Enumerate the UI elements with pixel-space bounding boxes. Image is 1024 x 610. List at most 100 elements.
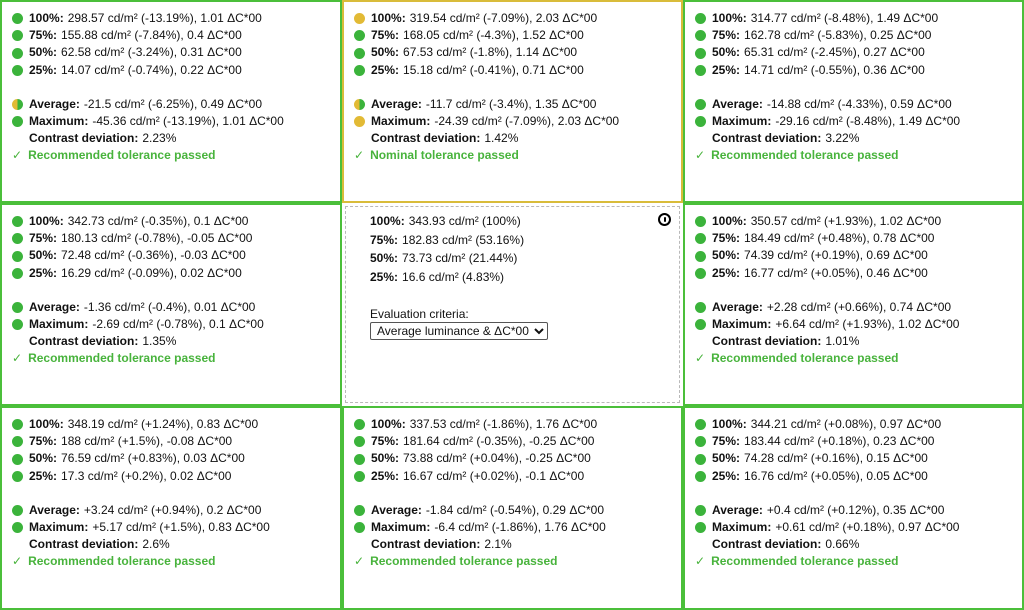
level-value: 183.44 cd/m² (+0.18%), 0.23 ΔC*00 <box>744 434 935 449</box>
status-dot-icon <box>695 216 706 228</box>
status-dot-icon <box>695 47 706 59</box>
contrast-row: Contrast deviation: 1.42% <box>354 130 671 147</box>
result-row: ✓ Recommended tolerance passed <box>695 147 1012 164</box>
average-label: Average: <box>29 96 80 111</box>
result-text: Recommended tolerance passed <box>370 554 558 569</box>
status-dot-icon <box>354 30 365 42</box>
status-dot-icon <box>354 116 365 128</box>
average-row: Average: +0.4 cd/m² (+0.12%), 0.35 ΔC*00 <box>695 502 1012 519</box>
average-label: Average: <box>29 502 80 517</box>
contrast-value: 1.35% <box>142 334 177 349</box>
level-row: 50%: 74.39 cd/m² (+0.19%), 0.69 ΔC*00 <box>695 247 1012 264</box>
status-dot-icon <box>12 116 23 128</box>
evaluation-criteria-select[interactable]: Average luminance & ΔC*00 <box>370 322 548 341</box>
level-label: 75%: <box>371 28 400 43</box>
level-row: 75%: 180.13 cd/m² (-0.78%), -0.05 ΔC*00 <box>12 230 330 247</box>
average-row: Average: -14.88 cd/m² (-4.33%), 0.59 ΔC*0… <box>695 96 1012 113</box>
maximum-value: -24.39 cd/m² (-7.09%), 2.03 ΔC*00 <box>434 114 620 129</box>
level-value: 184.49 cd/m² (+0.48%), 0.78 ΔC*00 <box>744 231 935 246</box>
status-dot-icon <box>695 436 706 448</box>
level-value: 337.53 cd/m² (-1.86%), 1.76 ΔC*00 <box>409 417 598 431</box>
reference-row: 25%: 16.6 cd/m² (4.83%) <box>370 268 655 287</box>
level-label: 25%: <box>370 269 399 284</box>
level-row: 50%: 72.48 cd/m² (-0.36%), -0.03 ΔC*00 <box>12 247 330 264</box>
status-dot-icon <box>695 64 706 76</box>
contrast-label: Contrast deviation: <box>371 131 481 146</box>
status-dot-icon <box>12 522 23 534</box>
level-label: 75%: <box>712 434 741 449</box>
contrast-value: 0.66% <box>825 537 860 552</box>
level-row: 100%: 298.57 cd/m² (-13.19%), 1.01 ΔC*00 <box>12 10 330 27</box>
level-label: 100%: <box>712 214 747 228</box>
checkmark-icon: ✓ <box>695 554 706 569</box>
contrast-row: Contrast deviation: 1.35% <box>12 333 330 350</box>
level-label: 75%: <box>712 231 741 246</box>
level-label: 100%: <box>712 417 747 431</box>
average-row: Average: +3.24 cd/m² (+0.94%), 0.2 ΔC*00 <box>12 502 330 519</box>
zone-cell-top-center: 100%: 319.54 cd/m² (-7.09%), 2.03 ΔC*00 7… <box>342 0 683 203</box>
level-label: 25%: <box>712 468 741 483</box>
level-row: 50%: 74.28 cd/m² (+0.16%), 0.15 ΔC*00 <box>695 450 1012 467</box>
level-row: 75%: 162.78 cd/m² (-5.83%), 0.25 ΔC*00 <box>695 27 1012 44</box>
contrast-label: Contrast deviation: <box>29 334 139 349</box>
level-label: 25%: <box>371 468 400 483</box>
reference-row: 50%: 73.73 cd/m² (21.44%) <box>370 249 655 268</box>
status-dot-icon <box>12 504 23 516</box>
level-row: 100%: 344.21 cd/m² (+0.08%), 0.97 ΔC*00 <box>695 416 1012 433</box>
level-label: 50%: <box>29 45 58 60</box>
level-value: 168.05 cd/m² (-4.3%), 1.52 ΔC*00 <box>403 28 584 43</box>
contrast-value: 1.42% <box>484 131 519 146</box>
status-dot-icon <box>12 319 23 331</box>
level-label: 50%: <box>712 45 741 60</box>
level-value: 155.88 cd/m² (-7.84%), 0.4 ΔC*00 <box>61 28 242 43</box>
maximum-value: +6.64 cd/m² (+1.93%), 1.02 ΔC*00 <box>775 317 960 332</box>
level-row: 50%: 62.58 cd/m² (-3.24%), 0.31 ΔC*00 <box>12 44 330 61</box>
level-label: 25%: <box>29 468 58 483</box>
level-row: 100%: 319.54 cd/m² (-7.09%), 2.03 ΔC*00 <box>354 10 671 27</box>
level-label: 50%: <box>371 451 400 466</box>
level-row: 100%: 342.73 cd/m² (-0.35%), 0.1 ΔC*00 <box>12 213 330 230</box>
average-row: Average: -1.84 cd/m² (-0.54%), 0.29 ΔC*00 <box>354 502 671 519</box>
maximum-label: Maximum: <box>712 317 772 332</box>
contrast-row: Contrast deviation: 2.23% <box>12 130 330 147</box>
level-label: 25%: <box>29 62 58 77</box>
average-value: -14.88 cd/m² (-4.33%), 0.59 ΔC*00 <box>766 96 952 111</box>
maximum-row: Maximum: -6.4 cd/m² (-1.86%), 1.76 ΔC*00 <box>354 519 671 536</box>
result-text: Recommended tolerance passed <box>28 351 216 366</box>
level-value: 15.18 cd/m² (-0.41%), 0.71 ΔC*00 <box>403 62 584 77</box>
status-dot-icon <box>695 419 706 431</box>
level-value: 74.39 cd/m² (+0.19%), 0.69 ΔC*00 <box>744 248 928 263</box>
level-value: 343.93 cd/m² (100%) <box>408 214 521 228</box>
maximum-label: Maximum: <box>712 114 772 129</box>
maximum-row: Maximum: +5.17 cd/m² (+1.5%), 0.83 ΔC*00 <box>12 519 330 536</box>
maximum-label: Maximum: <box>712 520 772 535</box>
status-dot-icon <box>695 116 706 128</box>
info-icon[interactable] <box>658 213 671 226</box>
maximum-value: +0.61 cd/m² (+0.18%), 0.97 ΔC*00 <box>775 520 960 535</box>
average-label: Average: <box>29 299 80 314</box>
status-dot-icon <box>12 267 23 279</box>
status-dot-icon <box>354 436 365 448</box>
level-row: 50%: 67.53 cd/m² (-1.8%), 1.14 ΔC*00 <box>354 44 671 61</box>
average-row: Average: +2.28 cd/m² (+0.66%), 0.74 ΔC*00 <box>695 299 1012 316</box>
status-dot-icon <box>12 419 23 431</box>
status-dot-icon <box>695 301 706 313</box>
checkmark-icon: ✓ <box>695 351 706 366</box>
status-dot-icon <box>12 436 23 448</box>
status-dot-icon <box>12 250 23 262</box>
level-label: 25%: <box>371 62 400 77</box>
level-row: 75%: 184.49 cd/m² (+0.48%), 0.78 ΔC*00 <box>695 230 1012 247</box>
status-dot-icon <box>695 504 706 516</box>
result-row: ✓ Recommended tolerance passed <box>354 553 671 570</box>
maximum-label: Maximum: <box>371 520 431 535</box>
status-dot-icon <box>354 64 365 76</box>
half-status-dot-icon <box>12 98 23 110</box>
level-label: 25%: <box>712 62 741 77</box>
level-value: 16.76 cd/m² (+0.05%), 0.05 ΔC*00 <box>744 468 928 483</box>
level-label: 100%: <box>29 214 64 228</box>
level-value: 16.77 cd/m² (+0.05%), 0.46 ΔC*00 <box>744 265 928 280</box>
level-row: 75%: 155.88 cd/m² (-7.84%), 0.4 ΔC*00 <box>12 27 330 44</box>
maximum-label: Maximum: <box>371 114 431 129</box>
maximum-value: +5.17 cd/m² (+1.5%), 0.83 ΔC*00 <box>92 520 270 535</box>
contrast-value: 2.6% <box>142 537 170 552</box>
